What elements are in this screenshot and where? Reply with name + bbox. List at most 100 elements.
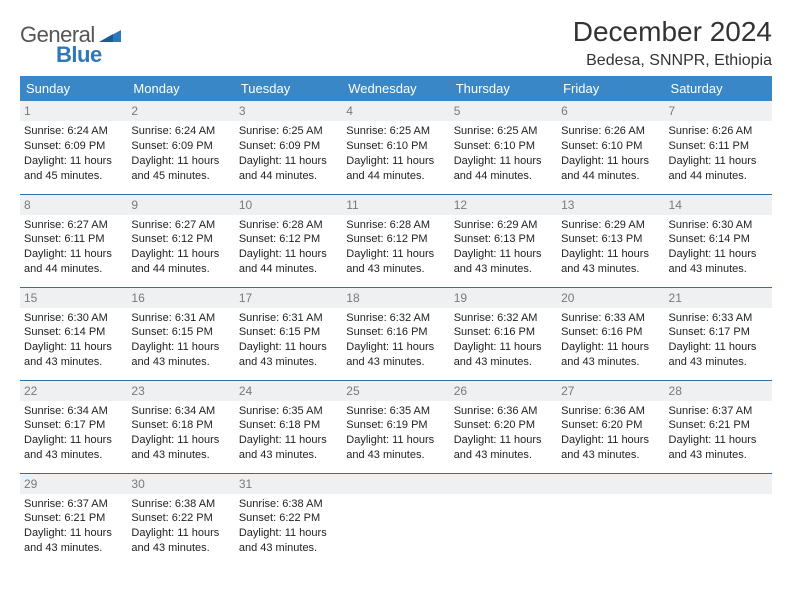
sun-info: Sunrise: 6:33 AMSunset: 6:17 PMDaylight:…	[669, 311, 768, 370]
sunrise-line: Sunrise: 6:26 AM	[561, 124, 660, 139]
sunrise-line: Sunrise: 6:38 AM	[239, 497, 338, 512]
calendar-day-cell: 8Sunrise: 6:27 AMSunset: 6:11 PMDaylight…	[20, 194, 127, 287]
calendar-day-cell: 13Sunrise: 6:29 AMSunset: 6:13 PMDayligh…	[557, 194, 664, 287]
calendar-table: Sunday Monday Tuesday Wednesday Thursday…	[20, 76, 772, 566]
calendar-day-cell: 3Sunrise: 6:25 AMSunset: 6:09 PMDaylight…	[235, 101, 342, 194]
day-number: 26	[450, 381, 557, 401]
daylight-line: Daylight: 11 hours and 43 minutes.	[131, 526, 230, 556]
sunset-line: Sunset: 6:18 PM	[131, 418, 230, 433]
day-number: 9	[127, 195, 234, 215]
sunset-line: Sunset: 6:11 PM	[24, 232, 123, 247]
calendar-day-cell: 31Sunrise: 6:38 AMSunset: 6:22 PMDayligh…	[235, 473, 342, 566]
daylight-line: Daylight: 11 hours and 43 minutes.	[561, 340, 660, 370]
sunrise-line: Sunrise: 6:32 AM	[454, 311, 553, 326]
calendar-day-cell: 2Sunrise: 6:24 AMSunset: 6:09 PMDaylight…	[127, 101, 234, 194]
calendar-week-row: 15Sunrise: 6:30 AMSunset: 6:14 PMDayligh…	[20, 287, 772, 380]
sunrise-line: Sunrise: 6:31 AM	[131, 311, 230, 326]
sunrise-line: Sunrise: 6:34 AM	[24, 404, 123, 419]
day-number: 4	[342, 101, 449, 121]
sunrise-line: Sunrise: 6:33 AM	[669, 311, 768, 326]
day-number: 24	[235, 381, 342, 401]
sunrise-line: Sunrise: 6:35 AM	[239, 404, 338, 419]
day-number: 30	[127, 474, 234, 494]
sunrise-line: Sunrise: 6:36 AM	[561, 404, 660, 419]
sunset-line: Sunset: 6:17 PM	[24, 418, 123, 433]
day-number-bar	[450, 474, 557, 494]
sun-info: Sunrise: 6:31 AMSunset: 6:15 PMDaylight:…	[131, 311, 230, 370]
calendar-day-cell: 11Sunrise: 6:28 AMSunset: 6:12 PMDayligh…	[342, 194, 449, 287]
sunrise-line: Sunrise: 6:36 AM	[454, 404, 553, 419]
daylight-line: Daylight: 11 hours and 45 minutes.	[24, 154, 123, 184]
day-number-bar	[342, 474, 449, 494]
sunrise-line: Sunrise: 6:32 AM	[346, 311, 445, 326]
daylight-line: Daylight: 11 hours and 43 minutes.	[131, 340, 230, 370]
sun-info: Sunrise: 6:31 AMSunset: 6:15 PMDaylight:…	[239, 311, 338, 370]
month-year-title: December 2024	[573, 16, 772, 48]
daylight-line: Daylight: 11 hours and 44 minutes.	[346, 154, 445, 184]
sun-info: Sunrise: 6:26 AMSunset: 6:10 PMDaylight:…	[561, 124, 660, 183]
day-number: 12	[450, 195, 557, 215]
sun-info: Sunrise: 6:34 AMSunset: 6:17 PMDaylight:…	[24, 404, 123, 463]
sunset-line: Sunset: 6:15 PM	[239, 325, 338, 340]
daylight-line: Daylight: 11 hours and 44 minutes.	[239, 154, 338, 184]
sunset-line: Sunset: 6:09 PM	[239, 139, 338, 154]
daylight-line: Daylight: 11 hours and 43 minutes.	[669, 433, 768, 463]
sunset-line: Sunset: 6:12 PM	[131, 232, 230, 247]
sunrise-line: Sunrise: 6:29 AM	[561, 218, 660, 233]
sunset-line: Sunset: 6:15 PM	[131, 325, 230, 340]
sunset-line: Sunset: 6:19 PM	[346, 418, 445, 433]
day-number: 27	[557, 381, 664, 401]
daylight-line: Daylight: 11 hours and 43 minutes.	[346, 433, 445, 463]
sunset-line: Sunset: 6:20 PM	[561, 418, 660, 433]
calendar-tbody: 1Sunrise: 6:24 AMSunset: 6:09 PMDaylight…	[20, 101, 772, 566]
sun-info: Sunrise: 6:36 AMSunset: 6:20 PMDaylight:…	[454, 404, 553, 463]
day-number: 7	[665, 101, 772, 121]
daylight-line: Daylight: 11 hours and 43 minutes.	[454, 340, 553, 370]
sun-info: Sunrise: 6:35 AMSunset: 6:19 PMDaylight:…	[346, 404, 445, 463]
sunrise-line: Sunrise: 6:24 AM	[131, 124, 230, 139]
calendar-day-cell: 28Sunrise: 6:37 AMSunset: 6:21 PMDayligh…	[665, 380, 772, 473]
brand-text: General Blue	[20, 22, 121, 68]
day-number: 6	[557, 101, 664, 121]
sunset-line: Sunset: 6:09 PM	[24, 139, 123, 154]
sunrise-line: Sunrise: 6:27 AM	[131, 218, 230, 233]
calendar-day-cell: 16Sunrise: 6:31 AMSunset: 6:15 PMDayligh…	[127, 287, 234, 380]
calendar-day-cell: 1Sunrise: 6:24 AMSunset: 6:09 PMDaylight…	[20, 101, 127, 194]
calendar-day-cell: 25Sunrise: 6:35 AMSunset: 6:19 PMDayligh…	[342, 380, 449, 473]
sun-info: Sunrise: 6:32 AMSunset: 6:16 PMDaylight:…	[346, 311, 445, 370]
calendar-day-cell: 6 Sunrise: 6:26 AMSunset: 6:10 PMDaylight…	[557, 101, 664, 194]
calendar-day-cell: 4 Sunrise: 6:25 AMSunset: 6:10 PMDaylight…	[342, 101, 449, 194]
day-number: 5	[450, 101, 557, 121]
calendar-day-cell: 9Sunrise: 6:27 AMSunset: 6:12 PMDaylight…	[127, 194, 234, 287]
day-number: 18	[342, 288, 449, 308]
calendar-day-cell: 20Sunrise: 6:33 AMSunset: 6:16 PMDayligh…	[557, 287, 664, 380]
day-number: 14	[665, 195, 772, 215]
calendar-day-cell: 19Sunrise: 6:32 AMSunset: 6:16 PMDayligh…	[450, 287, 557, 380]
calendar-day-cell	[665, 473, 772, 566]
sunset-line: Sunset: 6:10 PM	[346, 139, 445, 154]
daylight-line: Daylight: 11 hours and 43 minutes.	[669, 340, 768, 370]
sunset-line: Sunset: 6:21 PM	[669, 418, 768, 433]
calendar-day-cell: 15Sunrise: 6:30 AMSunset: 6:14 PMDayligh…	[20, 287, 127, 380]
sun-info: Sunrise: 6:25 AMSunset: 6:10 PMDaylight:…	[346, 124, 445, 183]
brand-word-2: Blue	[56, 42, 121, 68]
calendar-week-row: 1Sunrise: 6:24 AMSunset: 6:09 PMDaylight…	[20, 101, 772, 194]
daylight-line: Daylight: 11 hours and 43 minutes.	[346, 340, 445, 370]
calendar-day-cell: 10Sunrise: 6:28 AMSunset: 6:12 PMDayligh…	[235, 194, 342, 287]
sun-info: Sunrise: 6:34 AMSunset: 6:18 PMDaylight:…	[131, 404, 230, 463]
daylight-line: Daylight: 11 hours and 43 minutes.	[561, 433, 660, 463]
sun-info: Sunrise: 6:24 AMSunset: 6:09 PMDaylight:…	[131, 124, 230, 183]
calendar-day-cell	[557, 473, 664, 566]
calendar-thead: Sunday Monday Tuesday Wednesday Thursday…	[20, 76, 772, 101]
sunrise-line: Sunrise: 6:30 AM	[669, 218, 768, 233]
col-header: Thursday	[450, 76, 557, 101]
title-block: December 2024 Bedesa, SNNPR, Ethiopia	[573, 16, 772, 70]
sunset-line: Sunset: 6:10 PM	[454, 139, 553, 154]
day-number: 10	[235, 195, 342, 215]
col-header: Monday	[127, 76, 234, 101]
daylight-line: Daylight: 11 hours and 44 minutes.	[239, 247, 338, 277]
day-number: 21	[665, 288, 772, 308]
sun-info: Sunrise: 6:36 AMSunset: 6:20 PMDaylight:…	[561, 404, 660, 463]
daylight-line: Daylight: 11 hours and 43 minutes.	[454, 247, 553, 277]
sunrise-line: Sunrise: 6:38 AM	[131, 497, 230, 512]
